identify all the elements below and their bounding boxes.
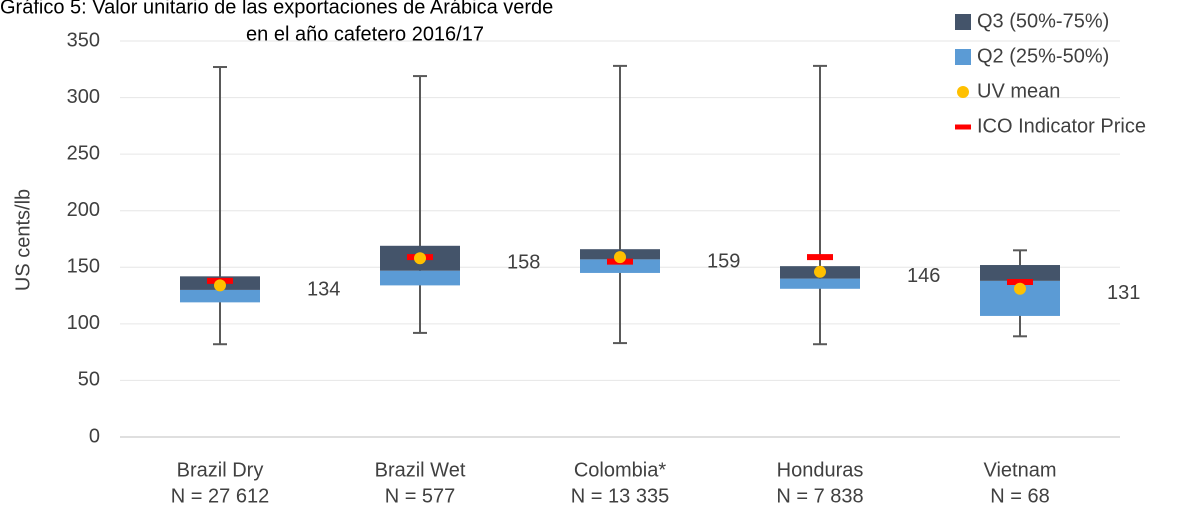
legend-label: Q3 (50%-75%)	[977, 10, 1109, 32]
mean-label: 131	[1107, 282, 1140, 304]
mean-label: 146	[907, 265, 940, 287]
mean-point	[814, 265, 826, 278]
mean-point	[414, 252, 426, 265]
legend-swatch	[955, 49, 971, 65]
y-tick-label: 100	[67, 312, 100, 334]
mean-point	[614, 251, 626, 264]
y-tick-label: 250	[67, 142, 100, 164]
legend-swatch	[955, 124, 971, 130]
x-tick-label: Honduras	[777, 459, 864, 481]
sample-size-label: N = 27 612	[171, 485, 269, 507]
x-tick-label: Brazil Dry	[177, 459, 264, 481]
y-tick-label: 0	[89, 425, 100, 447]
legend-label: UV mean	[977, 80, 1060, 102]
ico-price	[1007, 278, 1033, 285]
mean-label: 159	[707, 250, 740, 272]
box-q2	[580, 259, 660, 273]
legend-label: ICO Indicator Price	[977, 115, 1146, 137]
legend-label: Q2 (25%-50%)	[977, 45, 1109, 67]
sample-size-label: N = 68	[990, 485, 1049, 507]
x-tick-label: Brazil Wet	[375, 459, 466, 481]
box-q2	[180, 289, 260, 303]
x-tick-label: Colombia*	[574, 459, 666, 481]
box-q3	[980, 265, 1060, 281]
x-tick-label: Vietnam	[983, 459, 1056, 481]
sample-size-label: N = 577	[385, 485, 456, 507]
y-axis-label: US cents/lb	[12, 189, 34, 291]
ico-price	[807, 254, 833, 261]
mean-point	[1014, 282, 1026, 295]
mean-label: 134	[307, 279, 340, 301]
y-tick-label: 50	[78, 369, 100, 391]
y-tick-label: 150	[67, 256, 100, 278]
chart-title: Gráfico 5: Valor unitario de las exporta…	[0, 0, 553, 18]
mean-point	[214, 279, 226, 292]
mean-label: 158	[507, 252, 540, 274]
chart-title: en el año cafetero 2016/17	[246, 23, 484, 45]
legend-swatch	[955, 14, 971, 30]
legend-swatch	[957, 86, 969, 98]
y-tick-label: 300	[67, 86, 100, 108]
box-q2	[780, 278, 860, 289]
sample-size-label: N = 7 838	[776, 485, 863, 507]
box-q2	[380, 270, 460, 286]
sample-size-label: N = 13 335	[571, 485, 669, 507]
y-tick-label: 350	[67, 29, 100, 51]
y-tick-label: 200	[67, 199, 100, 221]
